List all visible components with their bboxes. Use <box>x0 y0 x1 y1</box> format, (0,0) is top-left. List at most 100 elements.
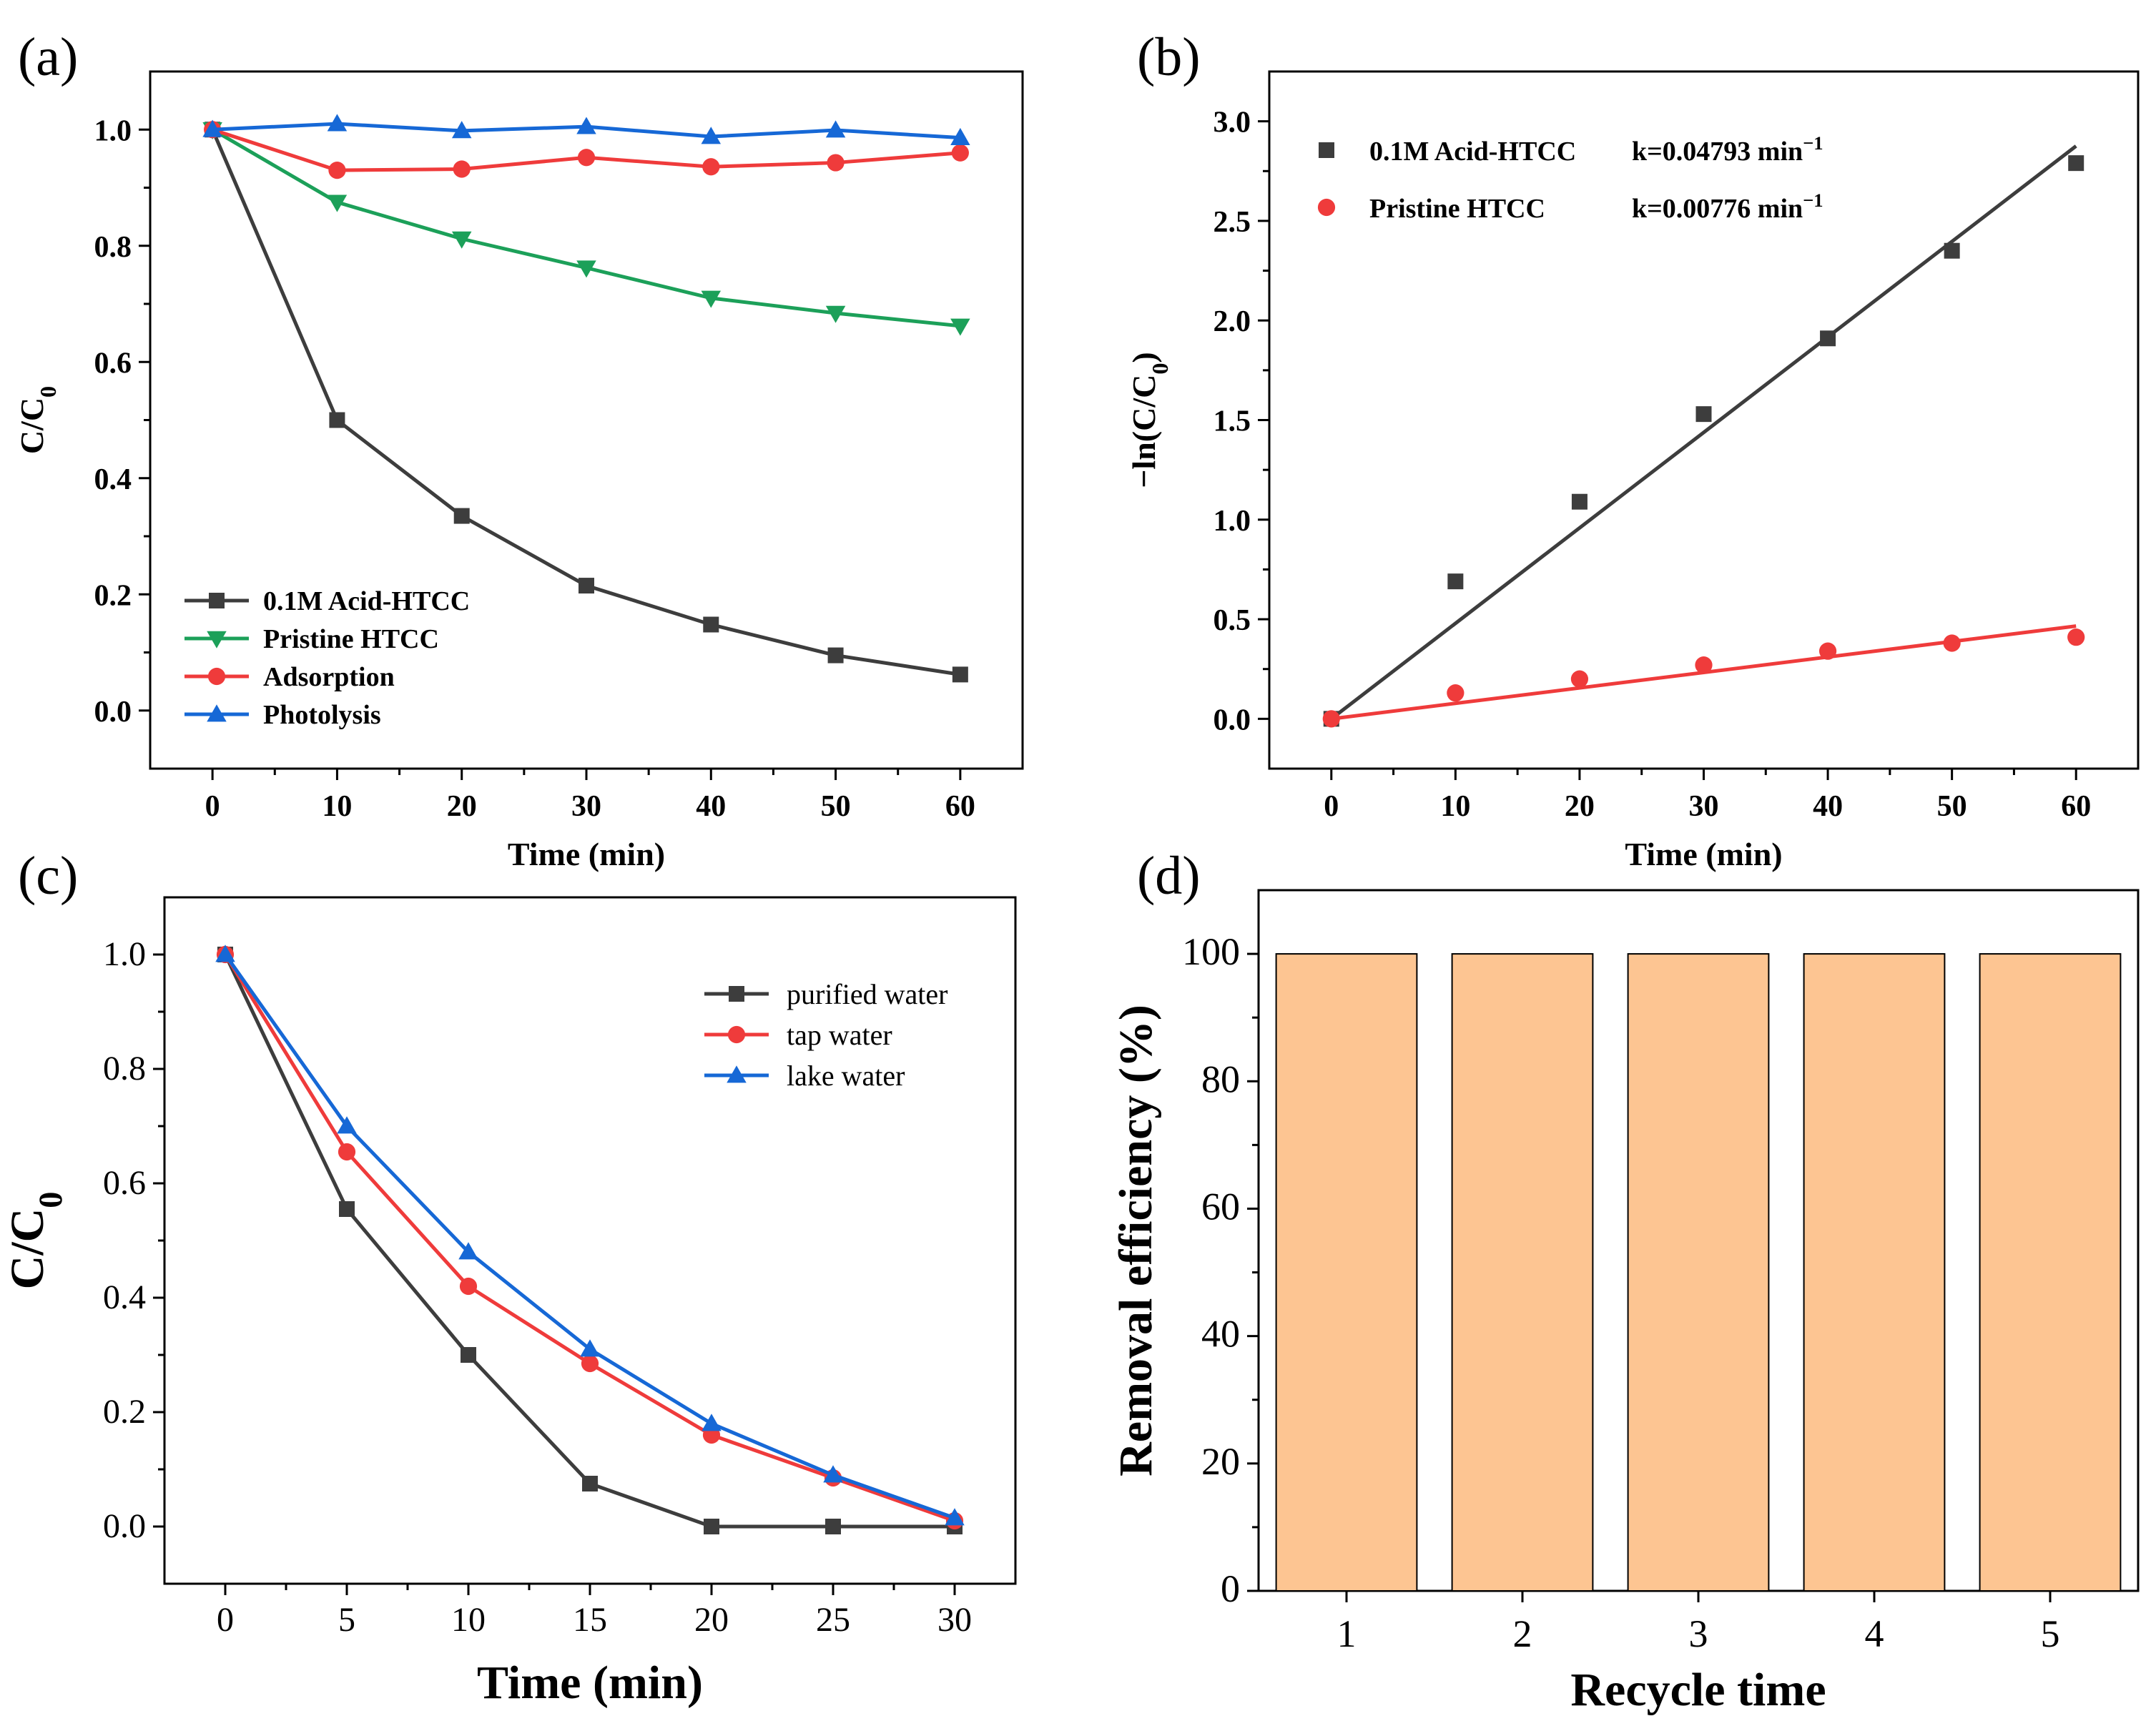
data-point <box>950 127 970 145</box>
legend-k-value: k=0.04793 min−1 <box>1632 132 1823 167</box>
y-axis-label: Removal efficiency (%) <box>1110 1005 1162 1476</box>
x-tick-label: 1 <box>1337 1612 1357 1655</box>
legend-k-value: k=0.00776 min−1 <box>1632 189 1823 224</box>
x-tick-label: 10 <box>1440 790 1470 823</box>
y-axis-label: C/C0 <box>1 1192 69 1290</box>
x-tick-label: 30 <box>1689 790 1719 823</box>
panel-label: (d) <box>1137 846 1201 906</box>
x-tick-label: 30 <box>571 790 601 823</box>
y-tick-label: 0.0 <box>1214 704 1251 736</box>
data-point <box>702 1414 722 1431</box>
bar <box>1803 953 1946 1592</box>
y-tick-label: 0 <box>1221 1567 1240 1610</box>
data-point <box>1818 642 1837 660</box>
x-tick-label: 20 <box>694 1601 729 1639</box>
y-axis-label-sub: 0 <box>32 1192 69 1208</box>
legend-item: 0.1M Acid-HTCC <box>184 586 470 616</box>
x-tick-label: 60 <box>945 790 975 823</box>
x-axis-label: Recycle time <box>1570 1664 1826 1716</box>
legend-marker <box>207 704 227 722</box>
data-point <box>337 1116 357 1134</box>
y-tick-label: 40 <box>1201 1313 1240 1356</box>
data-point <box>951 144 969 162</box>
x-tick-label: 5 <box>2041 1612 2060 1655</box>
y-tick-label: 0.4 <box>94 463 132 496</box>
data-point <box>329 412 345 428</box>
data-point <box>461 1347 476 1363</box>
x-axis-label: Time (min) <box>1625 836 1782 872</box>
y-tick-label: 0.6 <box>94 347 132 380</box>
x-tick-label: 4 <box>1865 1612 1884 1655</box>
y-tick-label: 0.8 <box>103 1050 146 1088</box>
data-point <box>1447 684 1465 702</box>
x-tick-label: 40 <box>696 790 726 823</box>
legend-item: Photolysis <box>184 700 381 730</box>
data-point <box>952 666 968 683</box>
legend-k-sup: −1 <box>1803 189 1823 211</box>
x-tick-label: 40 <box>1813 790 1843 823</box>
data-point <box>945 1508 965 1526</box>
data-point <box>703 616 719 633</box>
data-point <box>458 1242 478 1260</box>
data-point <box>338 1143 356 1161</box>
data-point <box>202 119 222 137</box>
y-tick-label: 0.2 <box>94 579 132 612</box>
data-point <box>825 120 846 138</box>
data-point <box>1570 670 1589 688</box>
y-tick-label: 2.0 <box>1214 305 1251 338</box>
legend-item: tap water <box>704 1019 892 1051</box>
legend-marker <box>729 986 744 1002</box>
data-point <box>1944 242 1960 259</box>
data-point <box>581 1354 599 1373</box>
legend-marker <box>727 1025 746 1044</box>
y-axis-label-main: C/C <box>1 1208 54 1290</box>
data-point <box>215 945 235 962</box>
legend-label: 0.1M Acid-HTCC <box>1369 137 1576 167</box>
panel-b: 0 10 20 30 40 50 60 0.0 0.5 1.0 1.5 2.0 2.5 3.0 (b) Tim… <box>1126 27 2140 872</box>
series-photolysis <box>202 114 970 145</box>
y-tick-label: 100 <box>1182 930 1240 973</box>
y-axis-label-sub: 0 <box>1147 363 1173 375</box>
data-point <box>825 305 846 323</box>
data-point <box>827 154 845 172</box>
data-point <box>453 160 471 178</box>
y-axis-label-end: ) <box>1126 352 1162 363</box>
data-point <box>582 1476 598 1491</box>
data-point <box>453 508 470 524</box>
y-tick-label: 1.5 <box>1214 405 1251 438</box>
y-tick-label: 0.0 <box>103 1507 146 1545</box>
panel-label: (b) <box>1137 27 1201 87</box>
bar <box>1979 953 2122 1592</box>
data-point <box>1943 634 1961 652</box>
y-tick-label: 1.0 <box>103 935 146 973</box>
y-axis-label-main: C/C <box>14 398 50 454</box>
legend-item: lake water <box>704 1060 905 1092</box>
data-point <box>701 127 722 144</box>
y-tick-label: 1.0 <box>94 114 132 147</box>
x-tick-label: 20 <box>447 790 477 823</box>
series-adsorption <box>204 121 969 179</box>
legend-marker <box>1319 142 1334 158</box>
y-tick-label: 0.0 <box>94 696 132 729</box>
data-point <box>1447 573 1464 590</box>
data-point <box>451 121 472 139</box>
panel-c: 0 5 10 15 20 25 30 0.0 0.2 0.4 0.6 0.8 1.0 (c) Time (m… <box>1 846 1017 1709</box>
y-tick-label: 0.8 <box>94 231 132 264</box>
bar <box>1451 953 1594 1592</box>
x-tick-label: 30 <box>937 1601 972 1639</box>
y-tick-label: 2.5 <box>1214 206 1251 239</box>
data-point <box>825 1519 841 1534</box>
x-tick-label: 0 <box>205 790 220 823</box>
data-point <box>1322 710 1340 728</box>
x-tick-label: 50 <box>1937 790 1967 823</box>
data-point <box>579 578 594 594</box>
legend-marker <box>207 667 226 686</box>
legend-label: Photolysis <box>263 700 381 730</box>
x-tick-label: 5 <box>338 1601 355 1639</box>
y-axis-label: −ln(C/C0) <box>1126 352 1173 488</box>
data-point <box>1571 493 1588 510</box>
legend-label: Pristine HTCC <box>263 624 439 654</box>
y-axis-label: C/C0 <box>14 386 61 454</box>
fit-line <box>1330 144 2077 721</box>
